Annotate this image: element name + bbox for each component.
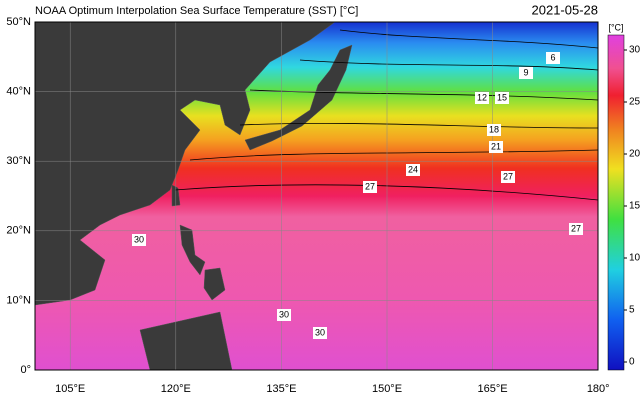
contour-label: 6 — [550, 52, 555, 62]
contour-label-box — [132, 234, 146, 246]
lon-label: 180° — [587, 383, 610, 395]
colorbar-scale — [607, 34, 625, 371]
contour-label: 30 — [279, 309, 289, 319]
contours — [174, 29, 599, 201]
lon-label: 150°E — [372, 383, 402, 395]
contour-label: 27 — [503, 171, 513, 181]
contour-label-box — [277, 309, 291, 321]
colorbar-tick-label: 25 — [629, 97, 640, 108]
colorbar-tick-label: 20 — [629, 149, 640, 160]
land — [34, 21, 353, 371]
contour-label-box — [569, 223, 583, 235]
colorbar-tick-label: 15 — [629, 201, 640, 212]
lat-label: 10°N — [6, 294, 31, 306]
contour-label: 15 — [497, 92, 507, 102]
contour-label-box — [519, 67, 533, 79]
colorbar-tick-label: 0 — [629, 357, 635, 368]
contour-label-box — [363, 181, 377, 193]
lat-label: 40°N — [6, 86, 31, 98]
lon-label: 165°E — [478, 383, 508, 395]
lat-label: 0° — [20, 364, 31, 376]
contour-label: 18 — [489, 124, 499, 134]
contour-label: 30 — [134, 234, 144, 244]
contour-label: 9 — [523, 67, 528, 77]
contour-label: 27 — [571, 223, 581, 233]
contour-label: 27 — [365, 181, 375, 191]
map — [34, 21, 599, 371]
colorbar-tick-label: 30 — [629, 45, 640, 56]
contour-label: 12 — [477, 92, 487, 102]
colorbar-tick-label: 5 — [629, 305, 635, 316]
contour-label-box — [313, 327, 327, 339]
contour-label: 24 — [408, 164, 418, 174]
colorbar-tick-label: 10 — [629, 253, 640, 264]
title: NOAA Optimum Interpolation Sea Surface T… — [35, 5, 358, 17]
contour-label-box — [406, 164, 420, 176]
lat-label: 50°N — [6, 16, 31, 28]
map-frame — [34, 21, 599, 371]
contour-label-box — [475, 92, 489, 104]
contour-label-box — [489, 141, 503, 153]
contour-label-box — [487, 124, 501, 136]
lon-label: 105°E — [55, 383, 85, 395]
lon-label: 135°E — [266, 383, 296, 395]
contour-label-box — [546, 52, 560, 64]
lon-label: 120°E — [161, 383, 191, 395]
contour-label-box — [495, 92, 509, 104]
lat-label: 30°N — [6, 155, 31, 167]
contour-label: 21 — [491, 141, 501, 151]
lat-label: 20°N — [6, 225, 31, 237]
date: 2021-05-28 — [532, 2, 599, 17]
contour-label-box — [501, 171, 515, 183]
colorbar-unit: [°C] — [608, 22, 623, 32]
colorbar: [°C] — [607, 22, 625, 371]
contour-label: 30 — [315, 327, 325, 337]
